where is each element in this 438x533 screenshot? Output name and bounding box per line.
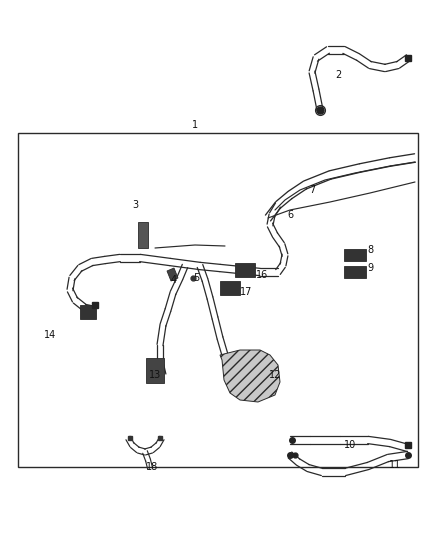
Text: 9: 9 (367, 263, 373, 273)
Text: 17: 17 (240, 287, 252, 297)
Polygon shape (138, 222, 148, 248)
Text: 18: 18 (146, 462, 158, 472)
Text: 7: 7 (309, 185, 315, 195)
Text: 8: 8 (367, 245, 373, 255)
Polygon shape (220, 350, 280, 402)
Text: 3: 3 (132, 200, 138, 210)
Bar (220, 281, 240, 295)
Bar (18, 133, 418, 467)
Text: 10: 10 (344, 440, 356, 450)
Text: 13: 13 (149, 370, 161, 380)
Bar (146, 358, 164, 383)
Text: 6: 6 (287, 210, 293, 220)
Text: 16: 16 (256, 270, 268, 280)
Text: 12: 12 (269, 370, 281, 380)
Text: 11: 11 (389, 460, 401, 470)
Text: 1: 1 (192, 120, 198, 130)
Bar (235, 263, 255, 277)
Polygon shape (167, 268, 178, 281)
Bar (344, 249, 366, 261)
Text: 14: 14 (44, 330, 56, 340)
Text: 4: 4 (171, 275, 177, 285)
Text: 2: 2 (335, 70, 341, 80)
Text: 5: 5 (193, 273, 199, 283)
Bar (344, 266, 366, 278)
Bar (80, 305, 96, 319)
